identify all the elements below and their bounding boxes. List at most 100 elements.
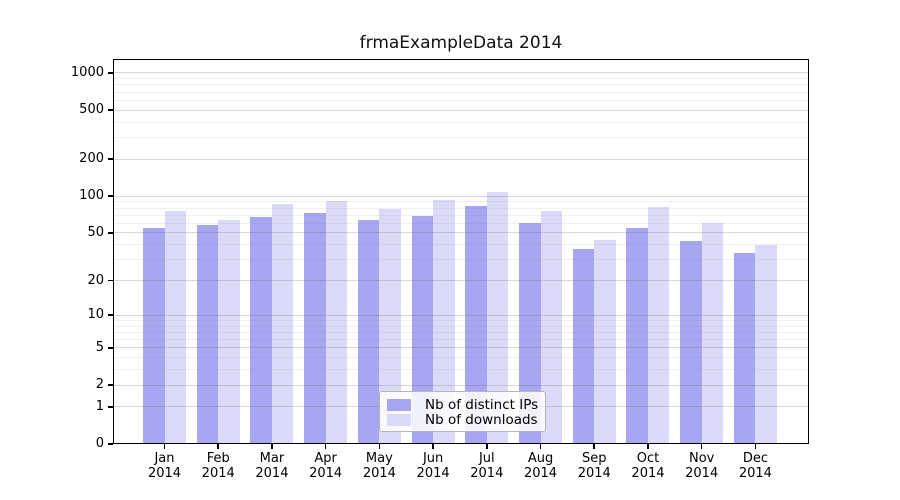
x-tick-label-month: Jun	[422, 451, 444, 466]
legend-swatch-distinct-ips	[387, 398, 411, 411]
gridline-minor-400	[113, 121, 809, 123]
gridline-major-5	[113, 347, 809, 349]
bar-ips-feb	[196, 225, 219, 444]
bar-downloads-apr	[325, 200, 348, 444]
x-tick-label-year: 2014	[201, 466, 235, 481]
x-tick-label-apr: Apr 2014	[294, 451, 358, 481]
x-tick-label-aug: Aug 2014	[509, 451, 573, 481]
y-tick-label-50: 50	[87, 224, 104, 240]
y-tick-2	[108, 384, 113, 386]
x-tick-label-sep: Sep 2014	[562, 451, 626, 481]
x-tick-label-jan: Jan 2014	[133, 451, 197, 481]
y-tick-50	[108, 232, 113, 234]
bar-downloads-mar	[271, 203, 294, 444]
x-tick-label-may: May 2014	[347, 451, 411, 481]
x-tick-jan	[163, 444, 166, 449]
gridline-major-500	[113, 109, 809, 111]
bar-ips-mar	[250, 217, 272, 444]
y-tick-500	[108, 109, 113, 111]
x-tick-label-month: Mar	[259, 451, 285, 466]
bar-downloads-jan	[164, 211, 186, 444]
x-tick-label-month: Nov	[689, 451, 715, 466]
gridline-minor-7	[113, 331, 809, 333]
x-tick-feb	[217, 444, 219, 449]
gridline-major-50	[113, 232, 809, 234]
gridline-minor-800	[113, 84, 809, 86]
x-tick-label-month: May	[365, 451, 393, 466]
x-tick-label-jun: Jun 2014	[401, 451, 465, 481]
legend-item-distinct-ips: Nb of distinct IPs	[387, 396, 539, 413]
x-tick-label-mar: Mar 2014	[240, 451, 304, 481]
gridline-major-10	[113, 314, 809, 316]
gridline-major-100	[113, 195, 809, 197]
x-tick-label-month: Apr	[314, 451, 337, 466]
bar-ips-sep	[572, 248, 595, 444]
legend-label-downloads: Nb of downloads	[425, 411, 538, 428]
x-tick-may	[378, 444, 381, 449]
bar-ips-jul	[465, 206, 487, 444]
x-tick-dec	[754, 444, 757, 449]
gridlines-layer	[113, 59, 809, 444]
bar-downloads-may	[379, 208, 401, 444]
chart-title: frmaExampleData 2014	[359, 33, 563, 53]
gridline-minor-300	[113, 137, 809, 139]
x-tick-label-year: 2014	[255, 466, 289, 481]
x-tick-jun	[432, 444, 434, 449]
bar-downloads-feb	[218, 219, 240, 444]
y-tick-label-1000: 1000	[70, 64, 104, 80]
gridline-minor-70	[113, 214, 809, 216]
y-tick-label-20: 20	[87, 272, 104, 288]
legend-item-downloads: Nb of downloads	[387, 411, 538, 428]
gridline-minor-9	[113, 319, 809, 321]
x-tick-label-month: Dec	[742, 451, 768, 466]
x-tick-label-month: Feb	[206, 451, 230, 466]
y-tick-label-0: 0	[95, 436, 104, 451]
bar-downloads-jul	[486, 192, 509, 444]
y-tick-label-500: 500	[79, 102, 104, 118]
gridline-minor-80	[113, 207, 809, 209]
gridline-minor-6	[113, 339, 809, 340]
bar-downloads-nov	[701, 223, 724, 444]
x-tick-label-year: 2014	[738, 466, 772, 481]
gridline-minor-600	[113, 99, 809, 101]
plot-area	[113, 59, 809, 444]
y-tick-1000	[108, 72, 113, 74]
x-tick-label-year: 2014	[685, 466, 719, 481]
gridline-major-200	[113, 158, 809, 160]
x-tick-label-year: 2014	[523, 466, 558, 481]
x-tick-label-year: 2014	[577, 466, 611, 481]
legend-swatch-downloads	[387, 413, 411, 426]
x-tick-label-year: 2014	[362, 466, 396, 481]
x-tick-label-month: Aug	[527, 451, 554, 466]
x-tick-sep	[593, 444, 596, 449]
y-tick-label-2: 2	[95, 377, 104, 392]
x-tick-label-year: 2014	[470, 466, 504, 481]
gridline-minor-3	[113, 369, 809, 371]
bar-ips-oct	[626, 227, 648, 444]
plot-border	[113, 59, 809, 444]
x-tick-jul	[486, 444, 488, 449]
y-tick-1	[108, 405, 113, 408]
gridline-major-2	[113, 384, 809, 386]
y-tick-label-200: 200	[79, 151, 104, 167]
gridline-minor-8	[113, 325, 809, 327]
y-tick-200	[108, 158, 113, 160]
x-tick-label-month: Jan	[154, 451, 175, 466]
bar-ips-dec	[733, 253, 756, 444]
gridline-minor-4	[113, 357, 809, 359]
x-tick-label-jul: Jul 2014	[455, 451, 519, 481]
y-tick-label-1: 1	[95, 398, 104, 414]
gridline-minor-900	[113, 78, 809, 80]
gridline-minor-40	[113, 244, 809, 246]
bar-downloads-dec	[755, 244, 777, 444]
x-tick-mar	[271, 444, 273, 449]
bar-ips-jan	[143, 227, 165, 444]
x-tick-label-dec: Dec 2014	[723, 451, 787, 481]
legend-label-distinct-ips: Nb of distinct IPs	[425, 396, 539, 413]
gridline-major-20	[113, 280, 809, 281]
bar-ips-aug	[519, 223, 541, 444]
gridline-major-1000	[113, 72, 809, 74]
x-tick-label-year: 2014	[147, 466, 182, 481]
bar-ips-may	[357, 219, 380, 444]
bar-downloads-sep	[594, 239, 616, 444]
